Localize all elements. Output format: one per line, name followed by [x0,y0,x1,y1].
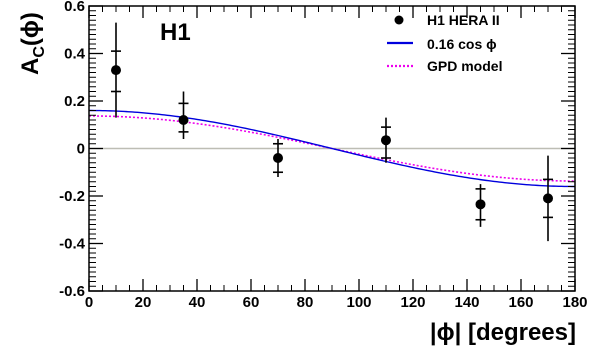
y-tick-label: -0.6 [59,283,85,300]
legend-label-model: GPD model [427,58,502,74]
y-tick-label: 0.4 [64,46,86,63]
y-tick-label: 0 [77,141,85,158]
legend-marker-data [394,15,404,25]
x-tick-label: 40 [189,294,206,311]
x-tick-label: 20 [135,294,152,311]
y-axis-title-sub: C [31,46,48,58]
x-tick-label: 60 [243,294,260,311]
experiment-label: H1 [160,19,191,46]
y-tick-label: -0.2 [59,188,85,205]
curves-layer [88,109,576,188]
data-point [475,199,486,210]
y-tick-label: 0.6 [64,0,85,15]
y-axis-title-main: A [17,58,44,75]
cos-fit-curve [88,109,576,188]
x-axis-title: |ϕ| [degrees] [430,319,576,346]
x-tick-label: 120 [400,294,425,311]
legend-label-fit: 0.16 cos ϕ [427,36,497,52]
legend: H1 HERA II 0.16 cos ϕ GPD model [387,12,502,74]
data-point [111,65,121,76]
y-tick-label: -0.4 [59,236,86,253]
x-tick-label: 0 [85,294,93,311]
axis-ticks: 0 20 40 60 80 100 120 140 160 180 -0.6 -0.4 -0.2 0 0.2… [59,0,587,311]
x-tick-label: 140 [454,294,479,311]
x-tick-label: 180 [562,294,587,311]
y-tick-label: 0.2 [64,93,85,110]
x-tick-label: 160 [508,294,533,311]
data-points-layer [111,22,553,242]
x-tick-label: 100 [346,294,371,311]
data-point [543,193,553,204]
x-tick-label: 80 [297,294,314,311]
y-axis-title-arg: (ϕ) [17,12,44,46]
y-axis-title: AC(ϕ) [17,12,48,75]
data-point [273,153,283,163]
data-point [178,115,189,125]
legend-label-data: H1 HERA II [427,12,500,28]
data-point [381,135,391,146]
